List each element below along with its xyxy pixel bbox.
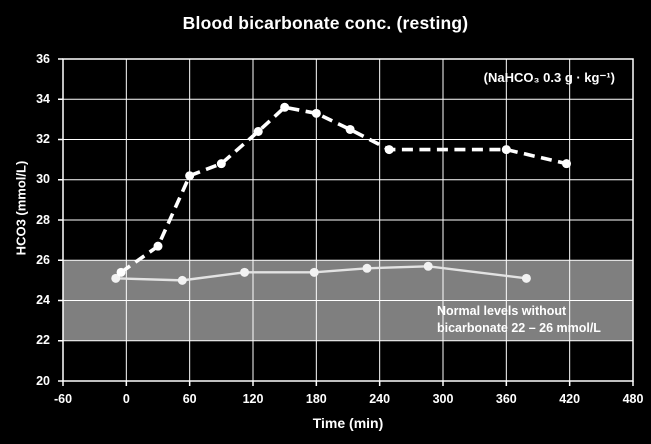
y-tick-label: 24 — [36, 293, 50, 307]
control-normal-series — [111, 261, 531, 285]
normal-range-annotation: Normal levels without bicarbonate 22 – 2… — [437, 303, 601, 336]
bicarbonate-data-point-marker — [562, 159, 571, 169]
y-tick-label: 26 — [36, 252, 50, 267]
y-tick-label: 30 — [36, 172, 50, 187]
x-tick-label: 360 — [495, 392, 517, 406]
x-tick-label: -60 — [53, 392, 73, 406]
x-tick-label: 180 — [305, 392, 327, 406]
bicarbonate-data-point-marker — [501, 145, 511, 155]
bicarbonate-data-point-marker — [116, 267, 126, 277]
control-normal-data-point-marker — [177, 275, 187, 285]
y-tick-label: 22 — [36, 333, 50, 348]
bicarbonate-data-point-marker — [216, 159, 226, 169]
bicarbonate-data-point-marker — [345, 124, 355, 134]
bicarbonate-line — [120, 105, 567, 274]
dose-annotation: (NaHCO₃ 0.3 g · kg⁻¹) — [483, 70, 615, 85]
bicarbonate-series — [116, 102, 571, 277]
y-tick-label: 28 — [36, 212, 50, 227]
x-tick-label: 60 — [182, 392, 197, 406]
bicarbonate-data-point-marker — [185, 171, 195, 181]
y-tick-label: 20 — [36, 373, 50, 388]
x-tick-label: 420 — [559, 392, 581, 406]
y-tick-label: 34 — [36, 91, 50, 106]
bicarbonate-data-point-marker — [153, 241, 163, 251]
control-normal-data-point-marker — [423, 261, 433, 271]
x-tick-label: 480 — [622, 392, 644, 406]
y-tick-label: 36 — [36, 51, 50, 66]
bicarbonate-data-point-marker — [384, 145, 394, 155]
x-axis-label: Time (min) — [312, 415, 384, 431]
control-normal-data-point-marker — [240, 267, 250, 277]
x-tick-label: 0 — [122, 392, 130, 406]
control-normal-data-point-marker — [309, 267, 319, 277]
control-normal-data-point-marker — [111, 273, 121, 283]
plot-border — [62, 58, 634, 382]
normal-range-annotation-line1: Normal levels without — [437, 304, 567, 318]
chart-title: Blood bicarbonate conc. (resting) — [182, 13, 469, 33]
bicarbonate-data-point-marker — [311, 108, 321, 118]
bicarbonate-data-point-marker — [280, 102, 290, 112]
control-normal-data-point-marker — [521, 273, 531, 283]
x-tick-label: 120 — [242, 392, 264, 406]
bicarbonate-data-point-marker — [253, 126, 263, 136]
x-tick-label: 300 — [432, 392, 454, 406]
y-tick-label: 32 — [36, 132, 50, 146]
x-tick-label: 240 — [369, 392, 391, 406]
control-normal-data-point-marker — [362, 263, 372, 273]
normal-range-annotation-line2: bicarbonate 22 – 26 mmol/L — [437, 320, 601, 335]
